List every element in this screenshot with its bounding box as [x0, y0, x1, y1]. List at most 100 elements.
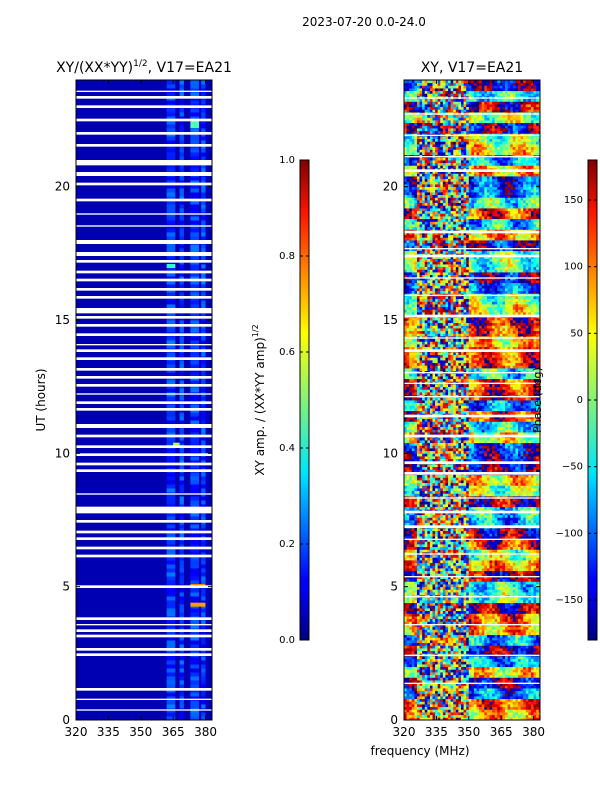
amplitude-cell: [190, 276, 200, 281]
amplitude-cell: [166, 540, 176, 545]
phase-cell: [505, 560, 509, 564]
phase-cell: [427, 517, 431, 521]
phase-cell: [422, 600, 426, 604]
phase-cell: [499, 682, 503, 686]
phase-cell: [404, 656, 407, 660]
phase-cell: [411, 696, 415, 700]
phase-cell: [414, 536, 418, 540]
phase-cell: [530, 701, 534, 705]
phase-cell: [460, 544, 464, 548]
phase-cell: [458, 661, 462, 665]
phase-cell: [499, 592, 503, 596]
phase-cell: [489, 568, 493, 572]
phase-cell: [484, 629, 488, 633]
phase-cell: [450, 573, 454, 577]
phase-cell: [484, 626, 488, 630]
phase-cell: [419, 562, 423, 566]
phase-cell: [507, 629, 511, 633]
phase-cell: [435, 640, 439, 644]
amplitude-cell: [201, 704, 206, 709]
amplitude-cell: [179, 676, 184, 681]
phase-cell: [507, 714, 511, 718]
phase-cell: [523, 597, 527, 601]
phase-cell: [429, 546, 433, 550]
amplitude-cell: [201, 580, 206, 585]
phase-cell: [512, 712, 516, 716]
phase-cell: [460, 605, 464, 609]
phase-cell: [505, 674, 509, 678]
phase-cell: [468, 632, 472, 636]
phase-cell: [450, 690, 454, 694]
phase-cell: [536, 642, 540, 646]
amplitude-flagged-row: [76, 213, 212, 215]
phase-cell: [424, 578, 428, 582]
phase-cell: [453, 522, 457, 526]
phase-cell: [455, 560, 459, 564]
phase-cell: [510, 666, 514, 670]
phase-cell: [463, 632, 467, 636]
phase-cell: [448, 621, 452, 625]
phase-cell: [494, 693, 498, 697]
phase-cell: [442, 616, 446, 620]
phase-cell: [525, 517, 529, 521]
phase-cell: [416, 666, 420, 670]
phase-cell: [460, 624, 464, 628]
phase-cell: [437, 656, 441, 660]
amplitude-cell: [166, 80, 176, 85]
phase-cell: [460, 690, 464, 694]
phase-cell: [528, 517, 532, 521]
phase-cell: [442, 701, 446, 705]
amplitude-cell: [201, 380, 206, 385]
phase-cell: [437, 506, 441, 510]
phase-cell: [515, 600, 519, 604]
phase-cell: [484, 706, 488, 710]
phase-cell: [481, 512, 485, 516]
phase-cell: [460, 621, 464, 625]
phase-cell: [505, 549, 509, 553]
phase-cell: [448, 578, 452, 582]
phase-cell: [517, 642, 521, 646]
phase-cell: [505, 645, 509, 649]
amplitude-cell: [166, 484, 176, 489]
phase-cell: [442, 589, 446, 593]
phase-cell: [510, 642, 514, 646]
phase-cell: [497, 648, 501, 652]
phase-cell: [432, 624, 436, 628]
phase-cell: [499, 512, 503, 516]
phase-cell: [484, 562, 488, 566]
amplitude-cell: [201, 136, 206, 141]
amplitude-cell: [166, 100, 176, 105]
phase-cell: [432, 717, 436, 720]
phase-cell: [458, 701, 462, 705]
phase-cell: [489, 640, 493, 644]
phase-cell: [435, 664, 439, 668]
phase-cell: [422, 632, 426, 636]
phase-cell: [486, 608, 490, 612]
phase-cell: [442, 608, 446, 612]
phase-cell: [486, 557, 490, 561]
phase-cell: [481, 600, 485, 604]
phase-cell: [424, 709, 428, 713]
phase-cell: [492, 602, 496, 606]
phase-cell: [525, 717, 529, 720]
phase-cell: [536, 584, 540, 588]
phase-cell: [463, 706, 467, 710]
phase-cell: [517, 608, 521, 612]
phase-cell: [445, 658, 449, 662]
phase-cell: [440, 554, 444, 558]
phase-cell: [484, 549, 488, 553]
phase-cell: [440, 512, 444, 516]
phase-cell: [414, 584, 418, 588]
phase-cell: [515, 546, 519, 550]
phase-cell: [458, 562, 462, 566]
phase-cell: [432, 517, 436, 521]
phase-cell: [523, 624, 527, 628]
phase-cell: [525, 568, 529, 572]
phase-cell: [442, 522, 446, 526]
phase-cell: [497, 672, 501, 676]
phase-cell: [481, 632, 485, 636]
phase-cell: [406, 554, 410, 558]
phase-cell: [520, 568, 524, 572]
phase-cell: [445, 709, 449, 713]
amplitude-cell: [190, 336, 200, 341]
